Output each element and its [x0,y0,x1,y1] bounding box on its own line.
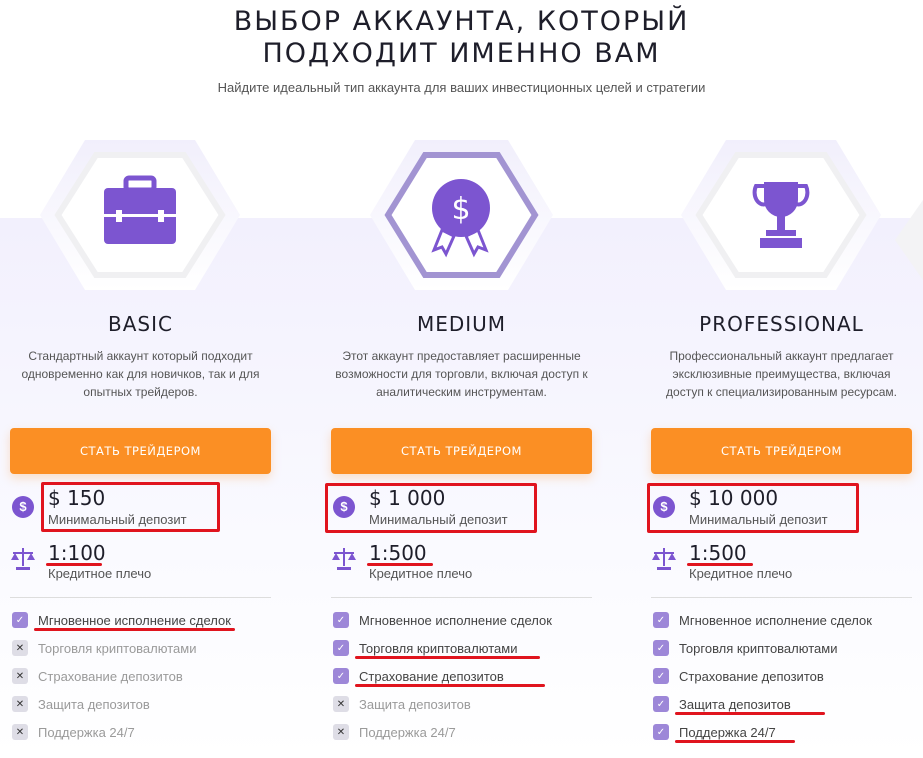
check-icon: ✓ [653,668,669,684]
page-title: Выбор аккаунта, который подходит именно в… [233,6,690,69]
annotation-box [325,483,537,533]
trophy-icon [752,182,810,248]
feature-item: ✓ Мгновенное исполнение сделок [333,610,552,630]
hexagon-backgrounds: $ [40,140,923,290]
feature-item: ✓ Торговля криптовалютами [333,638,517,658]
min-deposit-amount: $ 1 000 [369,486,446,510]
annotation-underline [355,656,540,659]
svg-text:$: $ [451,192,470,227]
min-deposit-amount: $ 10 000 [689,486,779,510]
feature-item: ✓ Мгновенное исполнение сделок [653,610,872,630]
cross-icon: ✕ [333,696,349,712]
annotation-underline [687,563,753,566]
feature-item: ✕ Поддержка 24/7 [12,722,135,742]
annotation-underline [46,563,102,566]
cross-icon: ✕ [12,696,28,712]
plan-name: MEDIUM [416,312,507,336]
annotation-underline [675,712,825,715]
feature-item: ✕ Торговля криптовалютами [12,638,196,658]
feature-label: Мгновенное исполнение сделок [38,612,231,628]
annotation-underline [675,740,795,743]
plan-description: Этот аккаунт предоставляет расширенные в… [335,349,588,399]
leverage-value: 1:100 [48,541,106,565]
annotation-box [41,482,220,532]
check-icon: ✓ [333,640,349,656]
feature-label: Поддержка 24/7 [679,724,776,740]
check-icon: ✓ [653,724,669,740]
dollar-icon: $ [12,496,34,518]
dollar-icon: $ [653,496,675,518]
check-icon: ✓ [653,612,669,628]
feature-item: ✕ Страхование депозитов [12,666,183,686]
feature-item: ✓ Страхование депозитов [333,666,504,686]
feature-item: ✓ Поддержка 24/7 [653,722,776,742]
plan-name: BASIC [108,312,173,336]
feature-label: Защита депозитов [38,696,150,712]
feature-label: Поддержка 24/7 [38,724,135,740]
feature-label: Защита депозитов [359,696,471,712]
feature-label: Страхование депозитов [359,668,504,684]
annotation-underline [355,684,545,687]
briefcase-icon [104,175,176,244]
min-deposit-label: Минимальный депозит [48,512,187,527]
divider [10,597,271,598]
annotation-underline [34,628,235,631]
divider [651,597,912,598]
leverage-label: Кредитное плечо [689,566,793,581]
feature-label: Торговля криптовалютами [38,640,197,656]
plan-card-professional: PROFESSIONAL Профессиональный аккаунт пр… [647,0,912,758]
cross-icon: ✕ [333,724,349,740]
annotation-underline [367,563,433,566]
check-icon: ✓ [333,668,349,684]
feature-item: ✕ Защита депозитов [12,694,150,714]
page-subtitle: Найдите идеальный тип аккаунта для ваших… [217,80,706,95]
feature-item: ✓ Торговля криптовалютами [653,638,837,658]
check-icon: ✓ [653,640,669,656]
scales-icon [11,548,35,570]
dollar-award-icon: $ [431,179,490,258]
become-trader-button[interactable]: СТАТЬ ТРЕЙДЕРОМ [651,428,912,474]
min-deposit-label: Минимальный депозит [369,512,508,527]
become-trader-button[interactable]: СТАТЬ ТРЕЙДЕРОМ [10,428,271,474]
scales-icon [332,548,356,570]
feature-label: Страхование депозитов [38,668,183,684]
min-deposit-amount: $ 150 [48,486,106,510]
plan-card-medium: MEDIUM Этот аккаунт предоставляет расшир… [325,0,592,758]
feature-item: ✕ Защита депозитов [333,694,471,714]
feature-label: Торговля криптовалютами [679,640,838,656]
background-band [0,218,923,758]
plan-description: Стандартный аккаунт который подходит одн… [21,349,260,399]
feature-item: ✕ Поддержка 24/7 [333,722,456,742]
become-trader-button[interactable]: СТАТЬ ТРЕЙДЕРОМ [331,428,592,474]
dollar-icon: $ [333,496,355,518]
feature-label: Страхование депозитов [679,668,824,684]
feature-item: ✓ Мгновенное исполнение сделок [12,610,231,630]
plan-card-basic: BASIC Стандартный аккаунт который подход… [10,0,271,758]
check-icon: ✓ [333,612,349,628]
plan-description: Профессиональный аккаунт предлагает экск… [666,349,897,399]
min-deposit-label: Минимальный депозит [689,512,828,527]
leverage-value: 1:500 [369,541,427,565]
check-icon: ✓ [12,612,28,628]
annotation-box [647,483,859,533]
leverage-value: 1:500 [689,541,747,565]
check-icon: ✓ [653,696,669,712]
leverage-label: Кредитное плечо [48,566,152,581]
feature-label: Защита депозитов [679,696,791,712]
leverage-label: Кредитное плечо [369,566,473,581]
feature-item: ✓ Защита депозитов [653,694,791,714]
scales-icon [652,548,676,570]
feature-label: Мгновенное исполнение сделок [359,612,552,628]
feature-label: Торговля криптовалютами [359,640,518,656]
feature-label: Мгновенное исполнение сделок [679,612,872,628]
feature-label: Поддержка 24/7 [359,724,456,740]
feature-item: ✓ Страхование депозитов [653,666,824,686]
cross-icon: ✕ [12,668,28,684]
divider [331,597,592,598]
plan-name: PROFESSIONAL [699,312,864,336]
cross-icon: ✕ [12,724,28,740]
cross-icon: ✕ [12,640,28,656]
